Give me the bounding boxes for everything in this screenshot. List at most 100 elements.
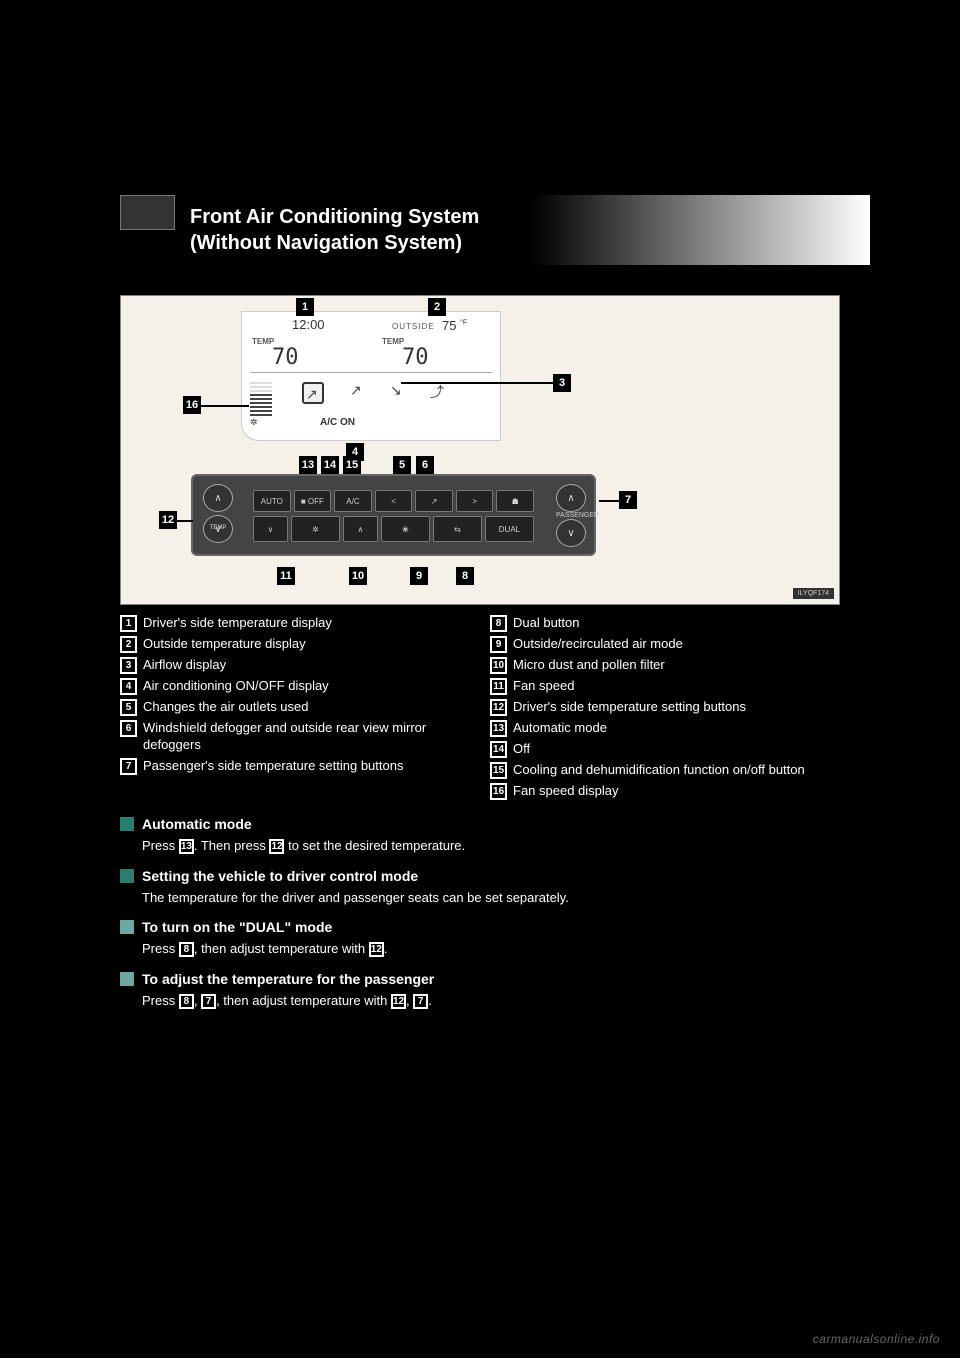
legend-text: Fan speed bbox=[513, 678, 574, 695]
legend-text: Off bbox=[513, 741, 530, 758]
legend-row: 14 Off bbox=[490, 741, 840, 758]
legend-text: Outside/recirculated air mode bbox=[513, 636, 683, 653]
legend-num: 12 bbox=[490, 699, 507, 716]
ac-button[interactable]: A/C bbox=[334, 490, 372, 512]
legend-text: Air conditioning ON/OFF display bbox=[143, 678, 329, 695]
airflow-mode-foot: ↘ bbox=[390, 382, 412, 404]
callout-11: 11 bbox=[277, 567, 295, 585]
inline-callout-num: 12 bbox=[391, 994, 406, 1009]
inline-callout-num: 12 bbox=[269, 839, 284, 854]
legend-row: 2 Outside temperature display bbox=[120, 636, 470, 653]
temp-label-right: TEMP bbox=[382, 337, 404, 346]
callout-3: 3 bbox=[553, 374, 571, 392]
legend-num: 1 bbox=[120, 615, 137, 632]
legend-row: 5Changes the air outlets used bbox=[120, 699, 470, 716]
legend-num: 14 bbox=[490, 741, 507, 758]
driver-temp-display: 70 bbox=[272, 345, 299, 370]
section-body: Press 13. Then press 12 to set the desir… bbox=[142, 836, 840, 856]
section-title: To turn on the "DUAL" mode bbox=[142, 919, 332, 935]
callout-7-line bbox=[599, 500, 621, 502]
driver-temp-controls: ∧TEMP ∨ bbox=[203, 484, 231, 546]
legend-row: 3Airflow display bbox=[120, 657, 470, 674]
fan-down-button[interactable]: ∨ bbox=[253, 516, 288, 542]
airflow-mode-bilevel: ↗ bbox=[350, 382, 372, 404]
fan-speed-display: ✲ bbox=[250, 382, 280, 430]
inline-callout-num: 13 bbox=[179, 839, 194, 854]
inline-callout-num: 8 bbox=[179, 942, 194, 957]
legend-num: 7 bbox=[120, 758, 137, 775]
auto-button[interactable]: AUTO bbox=[253, 490, 291, 512]
legend-num: 11 bbox=[490, 678, 507, 695]
passenger-temp-display: 70 bbox=[402, 345, 429, 370]
driver-temp-down-button[interactable]: ∨ bbox=[203, 515, 233, 543]
ac-on-display: A/C ON bbox=[320, 417, 355, 428]
inline-callout-num: 12 bbox=[369, 942, 384, 957]
dual-button[interactable]: DUAL bbox=[485, 516, 534, 542]
callout-10: 10 bbox=[349, 567, 367, 585]
section-bullet-icon bbox=[120, 869, 134, 883]
callout-9: 9 bbox=[410, 567, 428, 585]
display-separator bbox=[250, 372, 492, 373]
callout-13: 13 bbox=[299, 456, 317, 474]
header-title-2: (Without Navigation System) bbox=[190, 230, 870, 256]
mode-right-button[interactable]: > bbox=[456, 490, 494, 512]
legend-text: Driver's side temperature setting button… bbox=[513, 699, 746, 716]
legend-row: 6Windshield defogger and outside rear vi… bbox=[120, 720, 470, 754]
section-body: Press 8, 7, then adjust temperature with… bbox=[142, 991, 840, 1011]
legend-row: 8Dual button bbox=[490, 615, 840, 632]
legend-row: 7 Passenger's side temperature setting bu… bbox=[120, 758, 470, 775]
legend-row: 9Outside/recirculated air mode bbox=[490, 636, 840, 653]
section-header: Front Air Conditioning System (Without N… bbox=[120, 195, 870, 265]
callout-5: 5 bbox=[393, 456, 411, 474]
passenger-temp-down-button[interactable]: ∨ bbox=[556, 519, 586, 547]
legend: 1Driver's side temperature display 2 Outsi… bbox=[120, 615, 840, 804]
instruction-section: To turn on the "DUAL" mode Press 8, then … bbox=[120, 919, 840, 959]
ac-diagram: 12:00 OUTSIDE 75 °F TEMP TEMP 70 70 ✲ ↗ … bbox=[120, 295, 840, 605]
legend-row: 4 Air conditioning ON/OFF display bbox=[120, 678, 470, 695]
legend-text: Passenger's side temperature setting but… bbox=[143, 758, 403, 775]
legend-row: 11 Fan speed bbox=[490, 678, 840, 695]
pollen-filter-button[interactable]: ❀ bbox=[381, 516, 430, 542]
fan-icon-button[interactable]: ✲ bbox=[291, 516, 340, 542]
callout-1: 1 bbox=[296, 298, 314, 316]
air-mode-button[interactable]: ⇆ bbox=[433, 516, 482, 542]
callout-2: 2 bbox=[428, 298, 446, 316]
legend-row: 1Driver's side temperature display bbox=[120, 615, 470, 632]
instruction-section: Automatic modePress 13. Then press 12 to… bbox=[120, 816, 840, 856]
defog-button[interactable]: ☗ bbox=[496, 490, 534, 512]
fan-up-button[interactable]: ∧ bbox=[343, 516, 378, 542]
off-button[interactable]: ■ OFF bbox=[294, 490, 332, 512]
callout-15: 15 bbox=[343, 456, 361, 474]
legend-row: 16Fan speed display bbox=[490, 783, 840, 800]
callout-16-line bbox=[201, 405, 249, 407]
passenger-temp-up-button[interactable]: ∧ bbox=[556, 484, 586, 512]
inline-callout-num: 7 bbox=[413, 994, 428, 1009]
legend-row: 10 Micro dust and pollen filter bbox=[490, 657, 840, 674]
legend-text: Windshield defogger and outside rear vie… bbox=[143, 720, 470, 754]
section-body: The temperature for the driver and passe… bbox=[142, 888, 840, 908]
legend-num: 4 bbox=[120, 678, 137, 695]
legend-text: Automatic mode bbox=[513, 720, 607, 737]
legend-text: Outside temperature display bbox=[143, 636, 306, 653]
section-body: Press 8, then adjust temperature with 12… bbox=[142, 939, 840, 959]
mode-left-button[interactable]: < bbox=[375, 490, 413, 512]
header-title-1: Front Air Conditioning System bbox=[190, 204, 870, 230]
instruction-section: To adjust the temperature for the passen… bbox=[120, 971, 840, 1011]
instruction-section: Setting the vehicle to driver control mo… bbox=[120, 868, 840, 908]
airflow-mode-def: ⤴ bbox=[430, 382, 452, 404]
inline-callout-num: 7 bbox=[201, 994, 216, 1009]
legend-num: 15 bbox=[490, 762, 507, 779]
legend-num: 5 bbox=[120, 699, 137, 716]
legend-num: 2 bbox=[120, 636, 137, 653]
header-icon-tab bbox=[120, 195, 175, 230]
legend-text: Cooling and dehumidification function on… bbox=[513, 762, 805, 779]
legend-num: 10 bbox=[490, 657, 507, 674]
outside-label: OUTSIDE bbox=[392, 322, 435, 331]
mode-icon-button[interactable]: ↗ bbox=[415, 490, 453, 512]
inline-callout-num: 8 bbox=[179, 994, 194, 1009]
temp-label-left: TEMP bbox=[252, 337, 274, 346]
callout-6: 6 bbox=[416, 456, 434, 474]
driver-temp-up-button[interactable]: ∧TEMP bbox=[203, 484, 233, 512]
legend-text: Micro dust and pollen filter bbox=[513, 657, 665, 674]
callout-14: 14 bbox=[321, 456, 339, 474]
